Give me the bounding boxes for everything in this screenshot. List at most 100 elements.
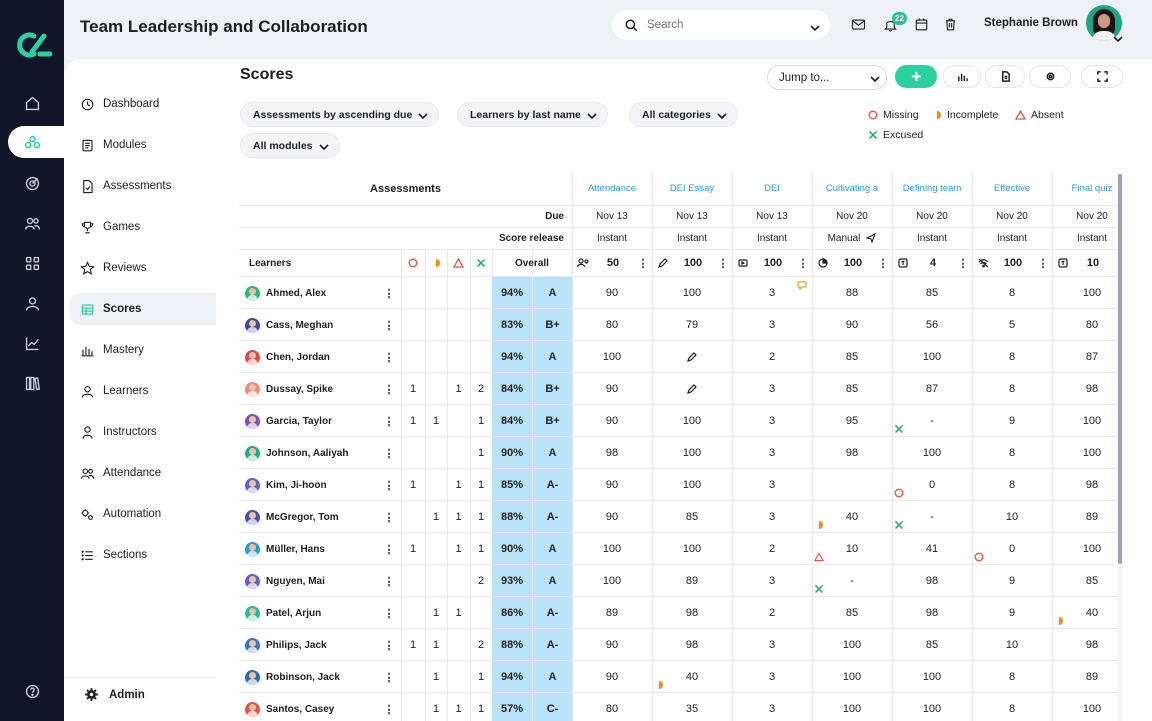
score-cell[interactable]: 3 xyxy=(768,383,776,395)
sidebar-item-dashboard[interactable]: Dashboard xyxy=(70,88,216,120)
score-cell[interactable]: 100 xyxy=(842,703,862,715)
sidebar-item-mastery[interactable]: Mastery xyxy=(70,334,216,366)
column-menu-kebab[interactable]: ⋮ xyxy=(717,257,729,270)
score-cell[interactable]: 100 xyxy=(842,671,862,683)
score-cell[interactable]: 3 xyxy=(768,287,776,299)
library-icon[interactable] xyxy=(21,372,43,394)
score-cell[interactable]: 89 xyxy=(1085,671,1099,683)
score-cell[interactable]: 98 xyxy=(685,639,699,651)
row-menu-kebab[interactable]: ⋮ xyxy=(383,383,395,396)
score-cell[interactable]: 3 xyxy=(768,447,776,459)
chart-view-button[interactable] xyxy=(943,65,981,88)
analytics-icon[interactable] xyxy=(21,332,43,354)
score-cell[interactable]: 98 xyxy=(925,575,939,587)
score-cell[interactable]: 9 xyxy=(1008,575,1016,587)
score-cell[interactable]: 10 xyxy=(845,543,859,555)
fullscreen-button[interactable] xyxy=(1081,65,1123,88)
chevron-down-icon[interactable] xyxy=(798,19,820,37)
score-cell[interactable]: 80 xyxy=(1085,319,1099,331)
send-icon[interactable] xyxy=(866,233,877,243)
sidebar-item-instructors[interactable]: Instructors xyxy=(70,416,216,448)
score-cell[interactable]: 89 xyxy=(605,607,619,619)
learner-name[interactable]: Patel, Arjun xyxy=(245,597,385,629)
home-icon[interactable] xyxy=(21,92,43,114)
score-cell[interactable]: 41 xyxy=(925,543,939,555)
filter-learner-order[interactable]: Learners by last name xyxy=(457,102,608,127)
score-cell[interactable]: 87 xyxy=(925,383,939,395)
score-cell[interactable]: 80 xyxy=(605,703,619,715)
score-cell[interactable]: 3 xyxy=(768,511,776,523)
grid-icon[interactable] xyxy=(21,252,43,274)
sidebar-item-scores[interactable]: Scores xyxy=(70,293,216,325)
score-cell[interactable]: 8 xyxy=(1008,383,1016,395)
score-cell[interactable]: 9 xyxy=(1008,415,1016,427)
score-cell[interactable]: 100 xyxy=(922,703,942,715)
score-cell[interactable]: 100 xyxy=(922,447,942,459)
score-cell[interactable]: 100 xyxy=(1082,447,1102,459)
row-menu-kebab[interactable]: ⋮ xyxy=(383,415,395,428)
score-cell[interactable]: 98 xyxy=(685,607,699,619)
sidebar-item-reviews[interactable]: Reviews xyxy=(70,252,216,284)
column-menu-kebab[interactable]: ⋮ xyxy=(637,257,649,270)
assessment-column-title[interactable]: Cultivating a xyxy=(825,183,879,194)
learner-name[interactable]: Müller, Hans xyxy=(245,533,385,565)
score-cell[interactable]: 98 xyxy=(925,607,939,619)
search-box[interactable] xyxy=(612,10,830,40)
score-cell[interactable]: 8 xyxy=(1008,703,1016,715)
score-cell[interactable] xyxy=(652,373,732,405)
search-input[interactable] xyxy=(647,19,797,31)
row-menu-kebab[interactable]: ⋮ xyxy=(383,351,395,364)
score-cell[interactable]: 90 xyxy=(605,671,619,683)
learner-name[interactable]: Robinson, Jack xyxy=(245,661,385,693)
user-name[interactable]: Stephanie Brown xyxy=(984,17,1078,29)
learner-name[interactable]: Santos, Casey xyxy=(245,693,385,721)
score-cell[interactable]: 80 xyxy=(605,319,619,331)
add-button[interactable] xyxy=(895,65,937,88)
score-cell[interactable]: 89 xyxy=(1085,511,1099,523)
score-cell[interactable]: 0 xyxy=(1008,543,1016,555)
score-cell[interactable]: 40 xyxy=(1085,607,1099,619)
score-cell[interactable]: 8 xyxy=(1008,351,1016,363)
jump-to-select[interactable]: Jump to... xyxy=(767,65,887,90)
score-cell[interactable]: 10 xyxy=(1005,511,1019,523)
learner-name[interactable]: Johnson, Aaliyah xyxy=(245,437,385,469)
score-cell[interactable]: 8 xyxy=(1008,479,1016,491)
score-cell[interactable]: 85 xyxy=(925,639,939,651)
column-menu-kebab[interactable]: ⋮ xyxy=(1037,257,1049,270)
assessment-column-title[interactable]: Attendance xyxy=(587,183,637,194)
score-cell[interactable]: 2 xyxy=(768,351,776,363)
learner-name[interactable]: McGregor, Tom xyxy=(245,501,385,533)
score-cell[interactable]: 85 xyxy=(845,351,859,363)
score-cell[interactable]: 100 xyxy=(682,543,702,555)
score-cell[interactable]: 5 xyxy=(1008,319,1016,331)
score-cell[interactable]: 100 xyxy=(842,639,862,651)
admin-button[interactable]: Admin xyxy=(84,687,145,702)
score-cell[interactable]: 3 xyxy=(768,415,776,427)
mail-icon[interactable] xyxy=(851,17,867,33)
assessment-column-title[interactable]: Final quiz xyxy=(1071,183,1113,194)
score-cell[interactable]: 100 xyxy=(1082,415,1102,427)
help-icon[interactable] xyxy=(21,680,43,702)
score-cell[interactable]: 100 xyxy=(682,479,702,491)
score-cell[interactable] xyxy=(812,469,892,501)
target-icon[interactable] xyxy=(21,172,43,194)
score-cell[interactable]: 100 xyxy=(1082,287,1102,299)
learner-name[interactable]: Garcia, Taylor xyxy=(245,405,385,437)
score-cell[interactable]: 40 xyxy=(845,511,859,523)
chevron-down-icon[interactable] xyxy=(1113,30,1123,43)
score-cell[interactable]: 90 xyxy=(845,319,859,331)
score-cell[interactable]: 85 xyxy=(685,511,699,523)
row-menu-kebab[interactable]: ⋮ xyxy=(383,671,395,684)
row-menu-kebab[interactable]: ⋮ xyxy=(383,319,395,332)
user-avatar[interactable] xyxy=(1086,5,1122,41)
score-cell[interactable]: - xyxy=(930,415,934,427)
score-cell[interactable] xyxy=(652,341,732,373)
groups-rail-item[interactable] xyxy=(8,126,68,158)
filter-categories[interactable]: All categories xyxy=(629,102,738,127)
filter-assessment-order[interactable]: Assessments by ascending due xyxy=(240,102,440,127)
score-cell[interactable]: 79 xyxy=(685,319,699,331)
score-cell[interactable]: 40 xyxy=(685,671,699,683)
sidebar-item-learners[interactable]: Learners xyxy=(70,375,216,407)
score-cell[interactable]: 98 xyxy=(1085,383,1099,395)
person-icon[interactable] xyxy=(21,292,43,314)
